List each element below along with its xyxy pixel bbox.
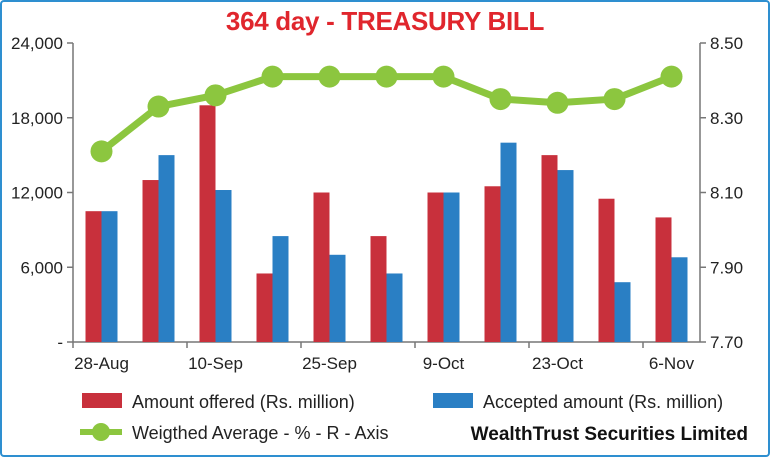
bar-accepted [386,273,403,342]
source-label: WealthTrust Securities Limited [470,424,748,445]
y-right-tick-label: 8.10 [710,184,743,203]
bar-offered [427,192,444,342]
bar-accepted [557,170,574,342]
chart-title: 364 day - TREASURY BILL [225,6,545,36]
bar-offered [199,105,216,343]
average-line-path [98,73,675,155]
bar-offered [541,155,558,342]
bar-offered [655,217,672,342]
x-tick-label: 6-Nov [649,354,695,373]
bar-accepted [272,236,289,342]
average-point [375,65,398,88]
x-tick-label: 28-Aug [74,354,129,373]
average-point [90,140,113,163]
legend: Amount offered (Rs. million) Accepted am… [80,392,723,443]
legend-label-accepted: Accepted amount (Rs. million) [483,392,723,412]
average-point [261,65,284,88]
axes: - 6,000 12,000 18,000 24,000 7.70 7.90 8.10 8.30… [11,34,743,373]
average-point [603,88,626,111]
bar-accepted [101,211,118,342]
y-left-tick-label: 12,000 [11,184,63,203]
y-left-tick-label: 24,000 [11,34,63,53]
bar-accepted [671,257,688,342]
y-right-tick-label: 8.30 [710,109,743,128]
average-point [660,65,683,88]
bar-accepted [614,282,631,342]
average-point [147,95,170,118]
legend-marker-average [92,423,110,441]
x-tick-label: 23-Oct [532,354,583,373]
bar-accepted [158,155,175,342]
legend-label-average: Weigthed Average - % - R - Axis [132,423,388,443]
bar-offered [85,211,102,342]
x-tick-label: 10-Sep [188,354,243,373]
average-point [489,88,512,111]
y-right-tick-label: 8.50 [710,34,743,53]
legend-swatch-accepted [433,393,473,408]
y-right-tick-label: 7.90 [710,258,743,277]
x-tick-label: 9-Oct [423,354,465,373]
bar-accepted [215,190,232,342]
legend-label-offered: Amount offered (Rs. million) [132,392,355,412]
y-right-tick-label: 7.70 [710,333,743,352]
bar-offered [256,273,273,342]
y-left-tick-label: - [57,333,63,352]
bar-offered [142,180,159,342]
y-left-tick-label: 18,000 [11,109,63,128]
bar-accepted [500,142,517,342]
bar-offered [598,198,615,342]
bar-accepted [443,192,460,342]
bar-accepted [329,254,346,342]
bar-offered [370,236,387,342]
legend-swatch-offered [82,393,122,408]
average-point [204,84,227,107]
average-point [546,91,569,114]
x-tick-label: 25-Sep [302,354,357,373]
average-point [432,65,455,88]
average-point [318,65,341,88]
y-left-tick-label: 6,000 [20,258,63,277]
average-line [90,65,683,163]
bars [85,105,688,343]
bar-offered [484,186,501,342]
bar-offered [313,192,330,342]
